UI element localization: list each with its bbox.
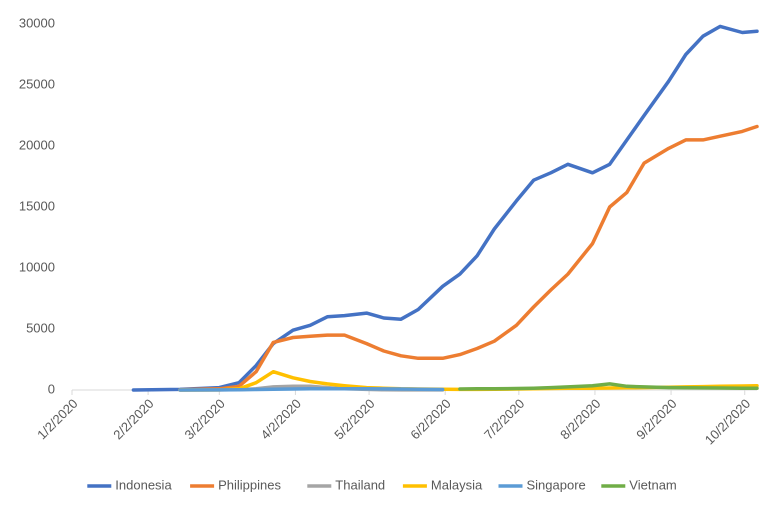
y-tick-label: 10000 — [19, 259, 55, 274]
series-line — [178, 387, 445, 392]
y-tick-label: 30000 — [19, 15, 55, 30]
x-tick-label: 1/2/2020 — [34, 396, 80, 442]
y-tick-label: 25000 — [19, 76, 55, 91]
x-tick-label: 6/2/2020 — [407, 396, 453, 442]
y-tick-label: 0 — [48, 381, 55, 396]
x-tick-label: 2/2/2020 — [110, 396, 156, 442]
x-tick-label: 8/2/2020 — [557, 396, 603, 442]
series-line — [458, 382, 759, 391]
x-tick-label: 3/2/2020 — [181, 396, 227, 442]
legend-label: Thailand — [335, 477, 385, 492]
legend-label: Malaysia — [431, 477, 483, 492]
x-tick-label: 9/2/2020 — [633, 396, 679, 442]
legend-label: Singapore — [527, 477, 586, 492]
series-line — [131, 24, 759, 392]
x-tick-label: 7/2/2020 — [481, 396, 527, 442]
legend-label: Indonesia — [115, 477, 172, 492]
series-line — [178, 124, 759, 392]
legend-label: Vietnam — [629, 477, 676, 492]
x-tick-label: 5/2/2020 — [331, 396, 377, 442]
x-tick-label: 10/2/2020 — [702, 396, 754, 448]
x-tick-label: 4/2/2020 — [258, 396, 304, 442]
legend-label: Philippines — [218, 477, 281, 492]
y-tick-label: 5000 — [26, 320, 55, 335]
y-tick-label: 15000 — [19, 198, 55, 213]
y-tick-label: 20000 — [19, 137, 55, 152]
